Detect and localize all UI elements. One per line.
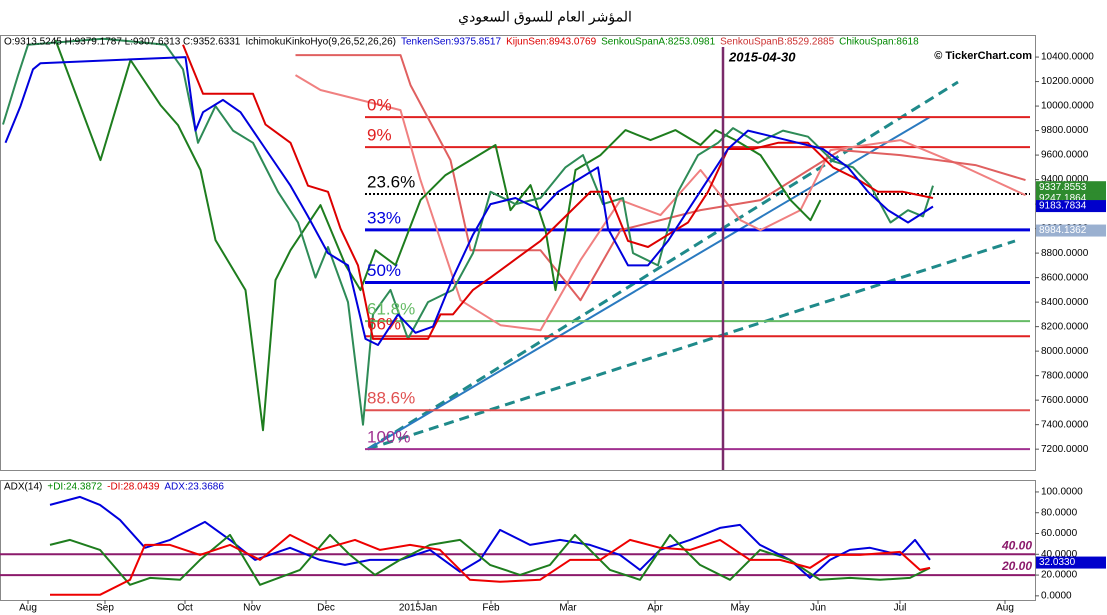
adx-panel — [0, 480, 1036, 601]
fib-label: 88.6% — [367, 389, 415, 408]
series-line — [2, 37, 934, 426]
header-item: SenkouSpanB:8529.2885 — [720, 37, 834, 48]
fib-label: 0% — [367, 96, 392, 115]
price-label-box — [1036, 181, 1106, 194]
chart-title: المؤشر العام للسوق السعودي — [458, 9, 632, 26]
header-item: SenkouSpanA:8253.0981 — [601, 37, 715, 48]
y-tick-label: 60.0000 — [1041, 528, 1078, 539]
header-item: O:9313.5245 H:9379.1787 L:9307.6313 C:93… — [4, 37, 241, 48]
price-label: 9337.8553 — [1039, 182, 1087, 193]
x-tick-label: Sep — [96, 603, 114, 614]
y-tick-label: 100.0000 — [1041, 487, 1083, 498]
y-tick-label: 8400.0000 — [1041, 297, 1089, 308]
fib-label: 9% — [367, 126, 392, 145]
date-marker-label: 2015-04-30 — [728, 49, 796, 64]
fib-label: 100% — [367, 428, 410, 447]
price-label-box — [1036, 556, 1106, 569]
y-tick-label: 9600.0000 — [1041, 150, 1089, 161]
price-label: 32.0330 — [1039, 557, 1076, 568]
header-item: +DI:24.3872 — [47, 482, 102, 493]
trendline — [367, 80, 959, 451]
price-label: 9247.1864 — [1039, 193, 1087, 204]
price-label: 9183.7834 — [1039, 201, 1087, 212]
y-tick-label: 0.0000 — [1041, 590, 1072, 601]
plot-area — [2, 37, 1030, 451]
price-label-box — [1036, 200, 1106, 213]
y-tick-label: 7800.0000 — [1041, 370, 1089, 381]
series-line — [4, 56, 934, 346]
x-tick-label: 2015Jan — [399, 603, 437, 614]
y-tick-label: 7400.0000 — [1041, 419, 1089, 430]
y-tick-label: 9400.0000 — [1041, 174, 1089, 185]
x-tick-label: Jul — [894, 603, 907, 614]
series-line — [54, 39, 822, 432]
header-item: ADX(14) — [4, 482, 42, 493]
y-tick-label: 20.0000 — [1041, 570, 1078, 581]
series-line — [182, 44, 934, 340]
fib-label: 23.6% — [367, 173, 415, 192]
y-tick-label: 10400.0000 — [1041, 52, 1094, 63]
y-tick-label: 8600.0000 — [1041, 272, 1089, 283]
watermark: © TickerChart.com — [934, 50, 1032, 62]
header-item: -DI:28.0439 — [107, 482, 160, 493]
y-tick-label: 8000.0000 — [1041, 346, 1089, 357]
fib-label: 33% — [367, 208, 401, 227]
x-tick-label: Feb — [482, 603, 500, 614]
trendline — [367, 239, 1016, 451]
x-tick-label: Dec — [317, 603, 335, 614]
series-line — [50, 533, 931, 596]
x-tick-label: May — [731, 603, 750, 614]
y-tick-label: 9800.0000 — [1041, 125, 1089, 136]
series-line — [49, 533, 931, 586]
header-item: ChikouSpan:8618 — [839, 37, 919, 48]
y-tick-label: 7200.0000 — [1041, 444, 1089, 455]
header-item: TenkenSen:9375.8517 — [401, 37, 502, 48]
x-tick-label: Jun — [810, 603, 826, 614]
header-item: ADX:23.3686 — [164, 482, 224, 493]
fib-label: 66% — [367, 315, 401, 334]
plot-area — [0, 495, 1035, 596]
y-tick-label: 8200.0000 — [1041, 321, 1089, 332]
adx-level-label: 40.00 — [1001, 538, 1032, 552]
y-tick-label: 7600.0000 — [1041, 395, 1089, 406]
series-line — [294, 74, 1026, 332]
y-tick-label: 10000.0000 — [1041, 101, 1094, 112]
price-label: 8984.1362 — [1039, 225, 1087, 236]
y-tick-label: 8800.0000 — [1041, 248, 1089, 259]
y-tick-label: 10200.0000 — [1041, 76, 1094, 87]
header-item: KijunSen:8943.0769 — [506, 37, 597, 48]
header-item: IchimokuKinkoHyo(9,26,52,26,26) — [245, 37, 396, 48]
y-tick-label: 80.0000 — [1041, 507, 1078, 518]
x-tick-label: Mar — [559, 603, 577, 614]
x-tick-label: Oct — [177, 603, 193, 614]
adx-level-label: 20.00 — [1001, 559, 1032, 573]
price-label-box — [1036, 224, 1106, 237]
x-tick-label: Aug — [19, 603, 37, 614]
x-tick-label: Nov — [243, 603, 261, 614]
x-tick-label: Aug — [996, 603, 1014, 614]
x-tick-label: Apr — [647, 603, 663, 614]
fib-label: 50% — [367, 261, 401, 280]
y-tick-label: 40.0000 — [1041, 549, 1078, 560]
fib-label: 61.8% — [367, 300, 415, 319]
series-line — [295, 54, 1026, 302]
